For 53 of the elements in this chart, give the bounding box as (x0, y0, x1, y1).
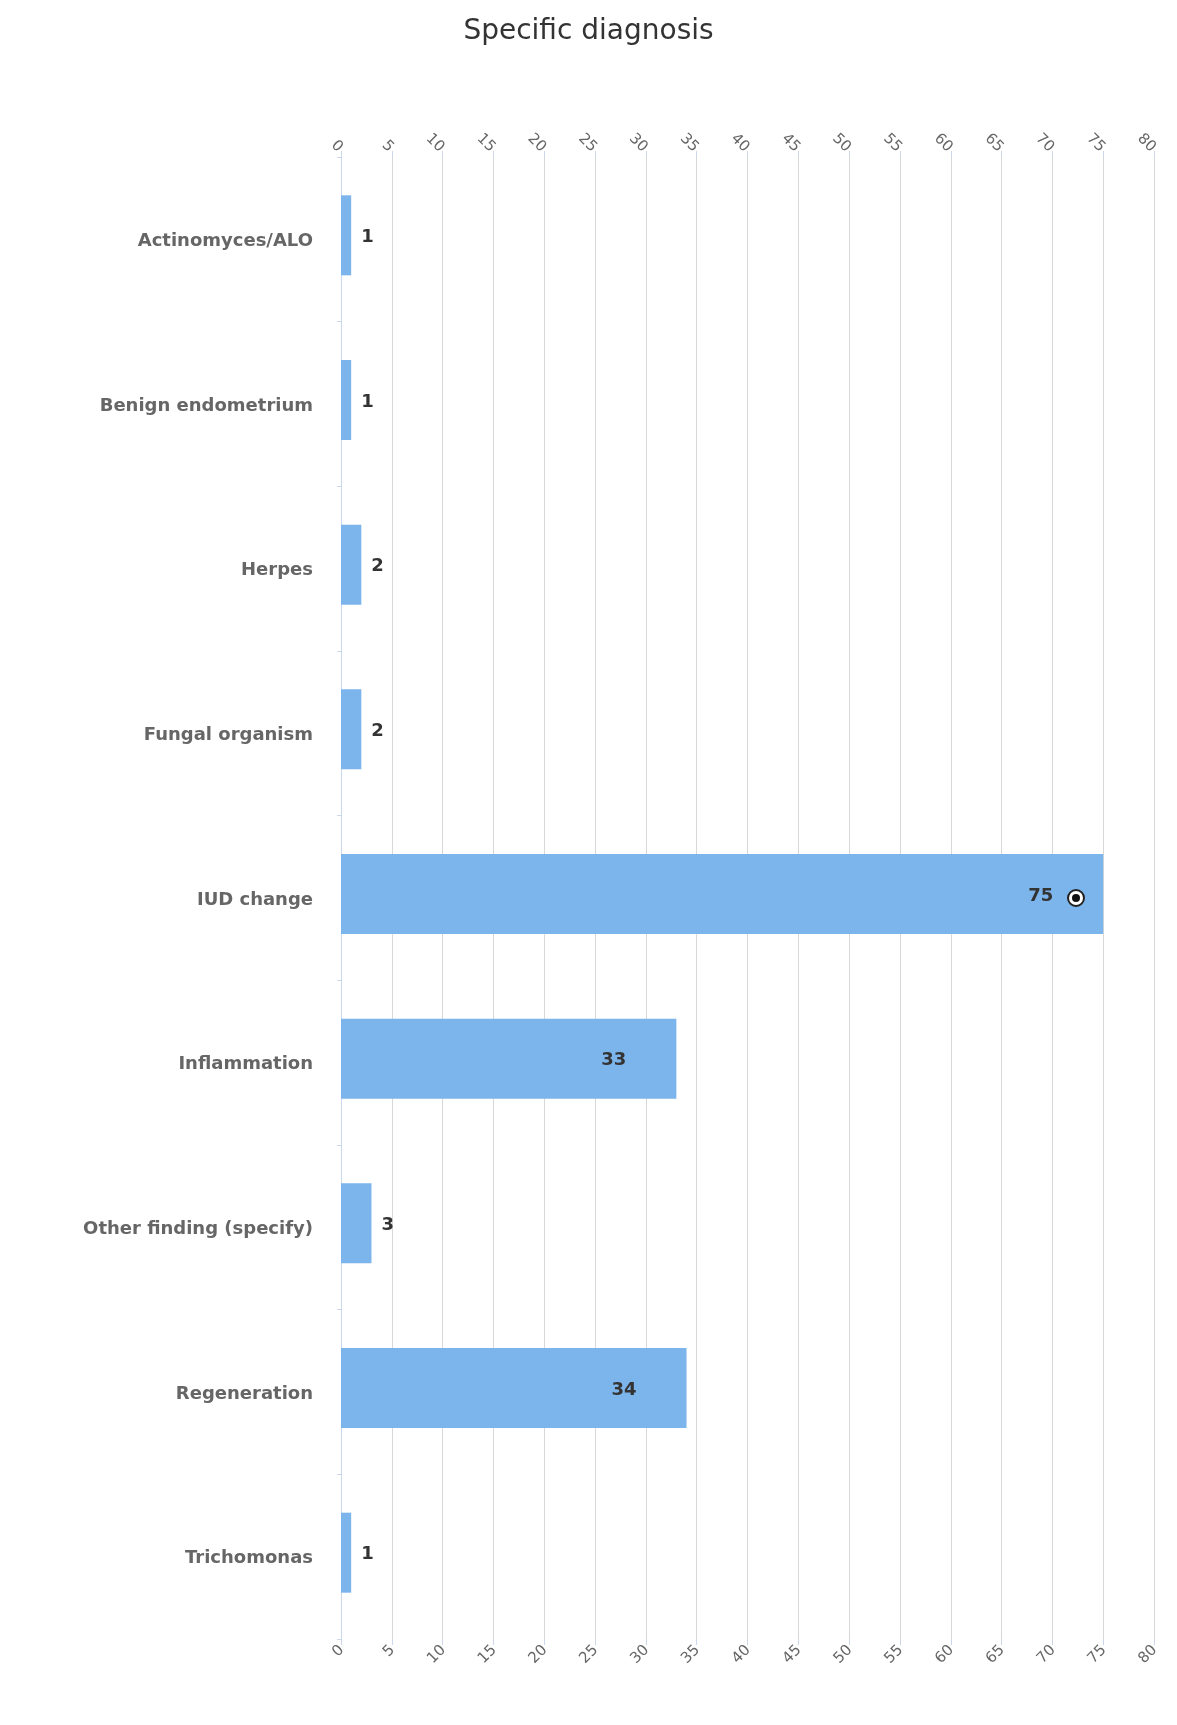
x2-tick-label: 40 (727, 1640, 754, 1667)
x2-tick-label: 60 (930, 1640, 958, 1667)
x2-tick-label: 80 (1134, 1640, 1161, 1667)
x-tick-label: 0 (327, 135, 348, 156)
data-label: 34 (611, 1377, 637, 1399)
data-label: 1 (361, 1542, 374, 1564)
x-tick-label: 60 (930, 129, 958, 156)
x2-tick-label: 5 (378, 1640, 399, 1661)
x-tick-label: 35 (676, 129, 704, 156)
x2-tick-label: 25 (575, 1640, 602, 1667)
x2-tick-label: 65 (981, 1640, 1008, 1667)
x-tick-label: 50 (829, 129, 856, 156)
data-label: 33 (601, 1048, 627, 1070)
data-label: 3 (381, 1212, 395, 1234)
x2-tick-label: 20 (524, 1640, 551, 1667)
y-tick-label: Actinomyces/ALO (137, 228, 313, 250)
data-label: 2 (371, 718, 384, 740)
x-tick-label: 20 (524, 129, 551, 156)
x-tick-label: 5 (378, 135, 399, 156)
x2-tick-label: 35 (676, 1640, 704, 1667)
x2-tick-label: 0 (327, 1640, 348, 1661)
data-label: 1 (361, 224, 374, 246)
x-tick-label: 45 (778, 129, 805, 156)
x-tick-label: 40 (727, 129, 754, 156)
x-tick-label: 25 (575, 129, 602, 156)
x-tick-label: 70 (1032, 129, 1059, 156)
x-tick-label: 80 (1134, 129, 1161, 156)
x2-tick-label: 15 (473, 1640, 500, 1667)
x-tick-label: 15 (473, 129, 500, 156)
x-tick-label: 30 (626, 129, 653, 156)
x2-tick-label: 50 (829, 1640, 856, 1667)
y-tick-label: Herpes (241, 558, 313, 580)
x-tick-label: 10 (422, 129, 449, 156)
data-label: 75 (1028, 883, 1054, 905)
x-tick-label: 65 (981, 129, 1008, 156)
y-tick-label: Benign endometrium (99, 393, 313, 415)
x-tick-label: 55 (880, 129, 907, 156)
y-tick-label: Regeneration (175, 1381, 313, 1403)
x2-tick-label: 70 (1032, 1640, 1059, 1667)
x2-tick-label: 10 (422, 1640, 449, 1667)
data-label: 1 (361, 389, 374, 411)
x-tick-label: 75 (1083, 129, 1110, 156)
y-tick-label: Inflammation (178, 1052, 313, 1074)
x2-tick-label: 45 (778, 1640, 805, 1667)
x2-tick-label: 30 (626, 1640, 653, 1667)
chart-title: Specific diagnosis (463, 12, 714, 46)
x2-tick-label: 75 (1083, 1640, 1110, 1667)
y-tick-label: Fungal organism (143, 722, 313, 744)
y-tick-label: Other finding (specify) (83, 1216, 313, 1238)
data-label: 2 (371, 554, 384, 576)
x2-tick-label: 55 (880, 1640, 907, 1667)
y-tick-label: IUD change (196, 887, 313, 909)
y-tick-label: Trichomonas (185, 1546, 313, 1568)
